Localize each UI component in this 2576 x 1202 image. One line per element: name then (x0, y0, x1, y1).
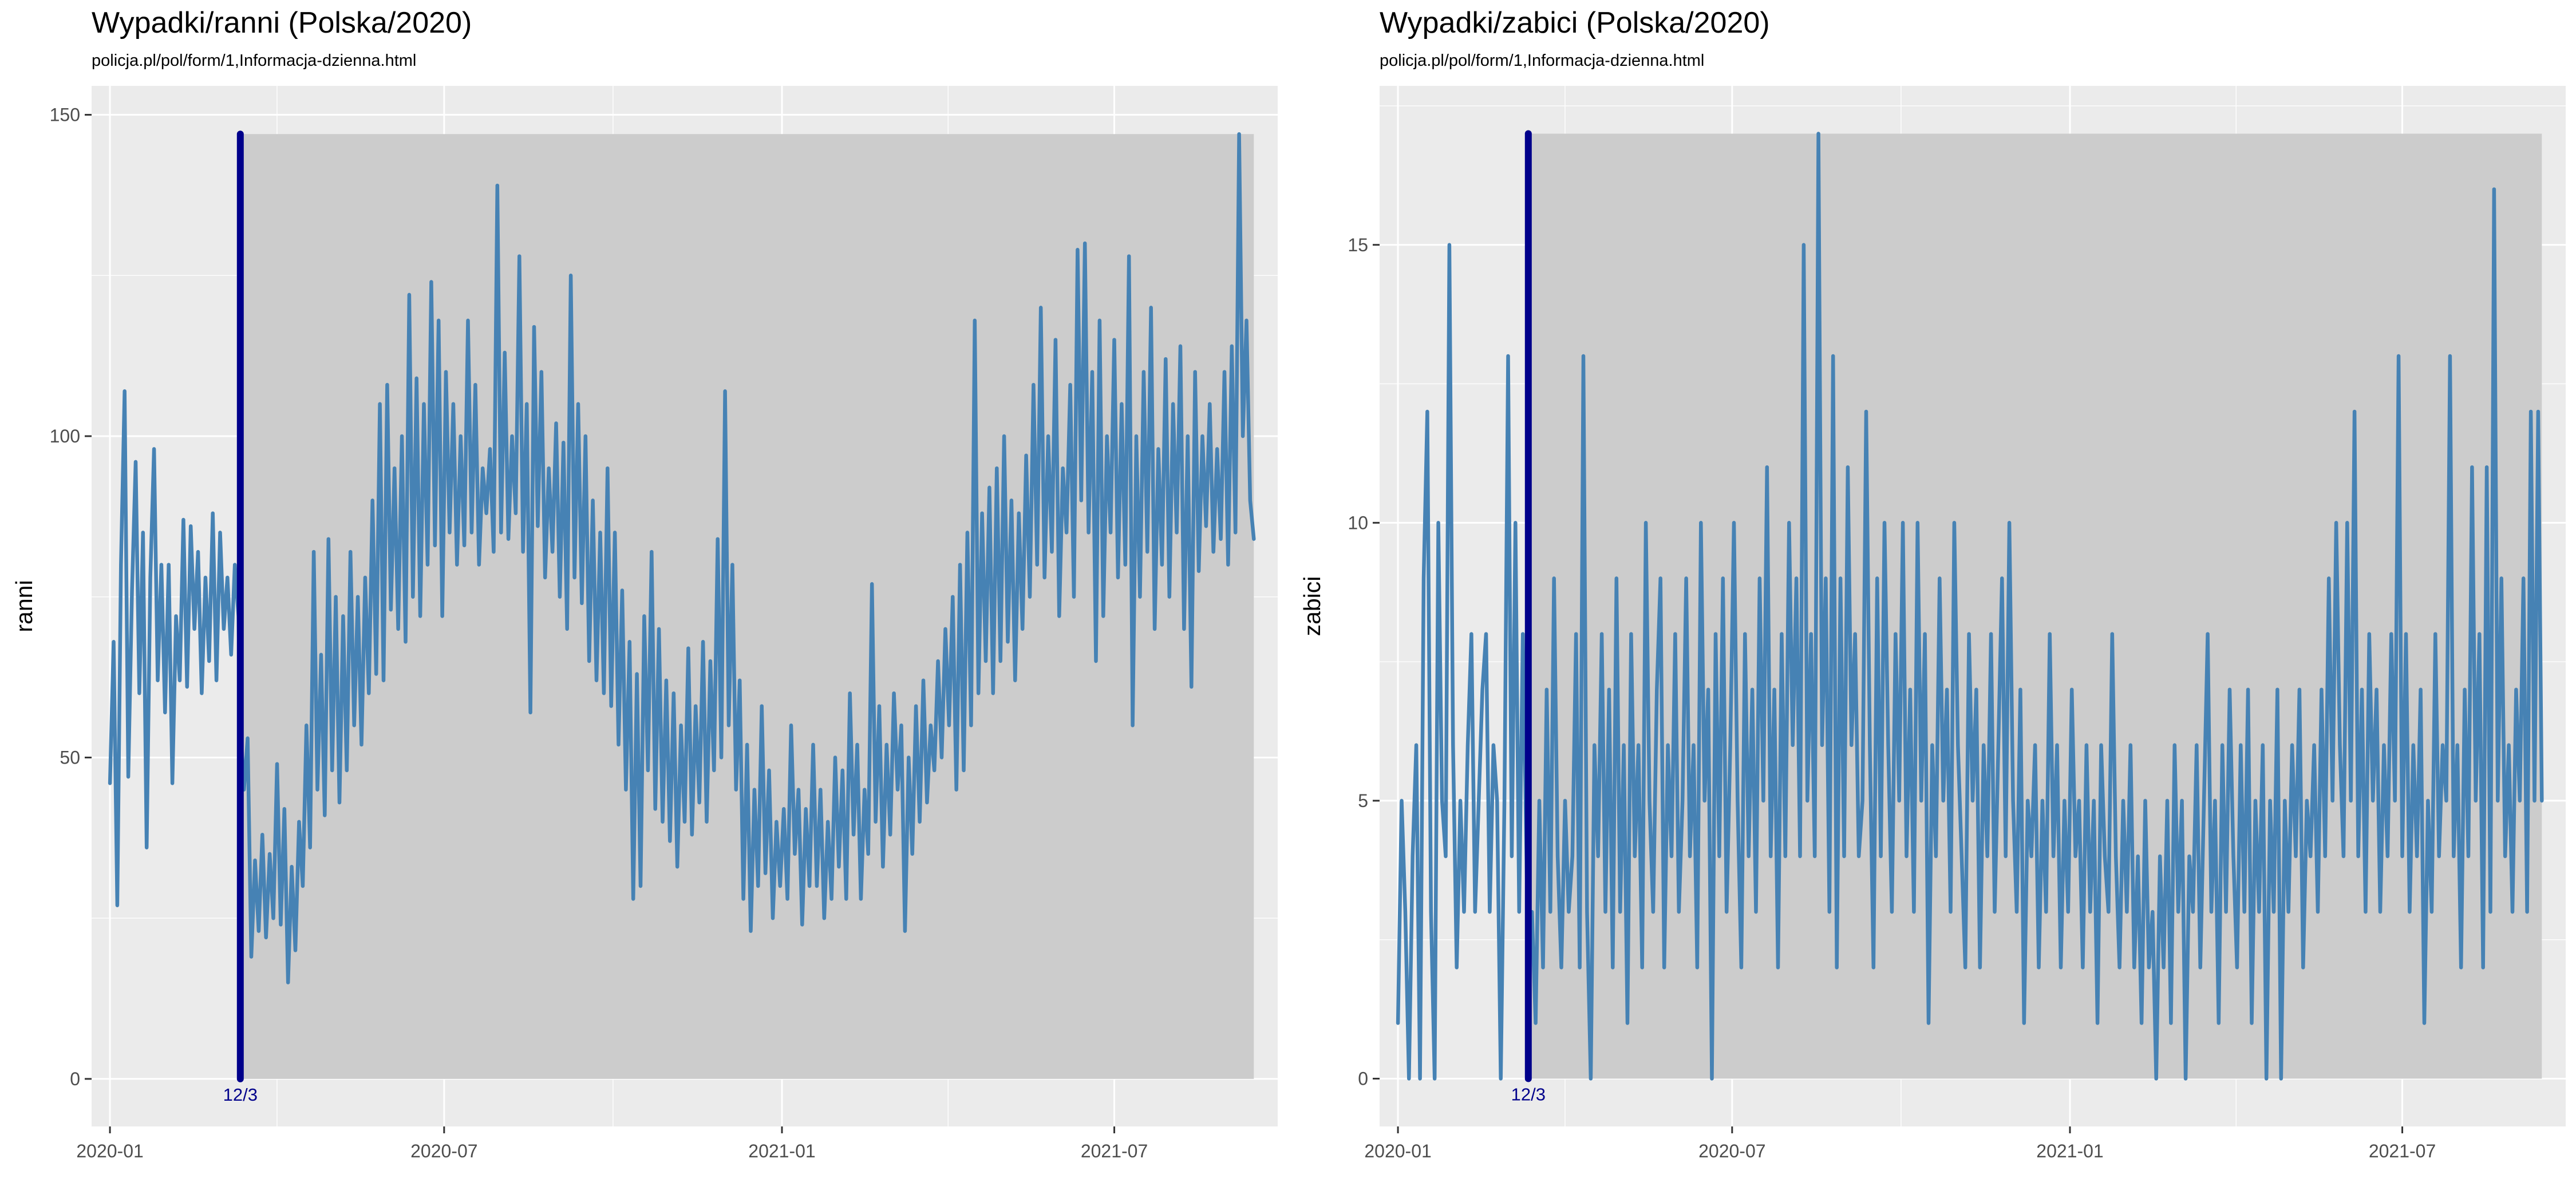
y-axis-title: ranni (11, 580, 37, 632)
chart-panel-zabici: 12/3 0 5 10 15 2020-01 2020-07 2021-01 2021-07 za… (1288, 0, 2576, 1202)
y-tick-label: 0 (1358, 1068, 1368, 1089)
chart-panel-ranni: 12/3 0 50 100 150 2020-01 2020-07 2021-01 2021-0… (11, 6, 1278, 1161)
x-tick-label: 2020-01 (1364, 1141, 1431, 1161)
x-tick-label: 2021-01 (748, 1141, 815, 1161)
axis-ticks (1373, 244, 2404, 1133)
x-tick-label: 2020-01 (76, 1141, 143, 1161)
event-label: 12/3 (223, 1085, 258, 1105)
y-tick-label: 15 (1348, 235, 1368, 255)
x-tick-label: 2021-07 (2369, 1141, 2436, 1161)
axis-ticks (85, 114, 1116, 1133)
data-series-line (108, 132, 1256, 984)
chart-title: Wypadki/zabici (Polska/2020) (1380, 6, 1770, 39)
y-tick-label: 150 (50, 105, 80, 125)
y-tick-label: 100 (50, 426, 80, 446)
event-label: 12/3 (1511, 1084, 1546, 1104)
y-tick-label: 5 (1358, 790, 1368, 811)
x-tick-label: 2021-01 (2036, 1141, 2103, 1161)
x-tick-label: 2020-07 (1698, 1141, 1765, 1161)
x-tick-label: 2021-07 (1081, 1141, 1148, 1161)
y-axis-title: zabici (1299, 576, 1325, 636)
y-tick-label: 0 (70, 1069, 80, 1089)
chart-title: Wypadki/ranni (Polska/2020) (92, 6, 472, 39)
chart-subtitle: policja.pl/pol/form/1,Informacja-dzienna… (92, 52, 417, 70)
chart-subtitle: policja.pl/pol/form/1,Informacja-dzienna… (1380, 52, 1705, 70)
shaded-period-region (1528, 133, 2542, 1079)
y-tick-label: 10 (1348, 512, 1368, 533)
data-series-line (1396, 132, 2544, 1081)
plot-svg-ranni: 12/3 0 50 100 150 2020-01 2020-07 2021-01 2021-0… (11, 86, 1278, 1161)
plot-svg-zabici: 12/3 0 5 10 15 2020-01 2020-07 2021-01 2021-07 za… (1299, 86, 2566, 1161)
x-tick-label: 2020-07 (410, 1141, 477, 1161)
y-tick-label: 50 (60, 747, 80, 768)
